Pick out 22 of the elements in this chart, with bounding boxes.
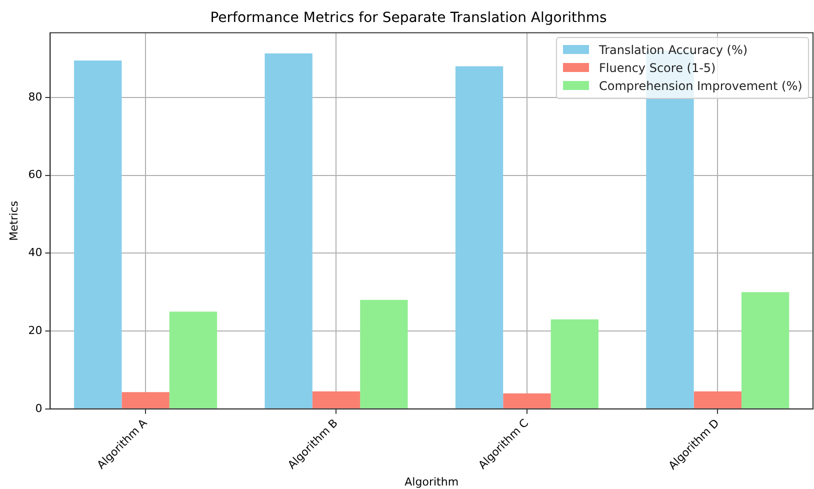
bar: [503, 393, 551, 408]
bar: [694, 391, 742, 408]
bar: [122, 392, 170, 408]
y-tick-label: 20: [28, 324, 42, 337]
y-tick-label: 0: [35, 402, 42, 415]
bar: [264, 53, 312, 408]
y-tick-label: 80: [28, 90, 42, 104]
y-axis-title: Metrics: [7, 200, 20, 241]
legend-label: Comprehension Improvement (%): [599, 78, 802, 93]
chart-title: Performance Metrics for Separate Translation Algorithms: [210, 10, 607, 26]
bar: [550, 319, 598, 408]
bar: [360, 300, 408, 408]
x-axis-title: Algorithm: [404, 475, 459, 488]
legend-label: Fluency Score (1-5): [599, 60, 716, 75]
bar: [455, 66, 504, 408]
bar: [741, 292, 790, 408]
bar: [169, 312, 218, 408]
y-tick-label: 40: [28, 246, 42, 260]
bar: [312, 391, 360, 408]
y-tick-label: 60: [28, 168, 42, 182]
bar: [74, 60, 122, 408]
legend-label: Translation Accuracy (%): [599, 42, 748, 57]
